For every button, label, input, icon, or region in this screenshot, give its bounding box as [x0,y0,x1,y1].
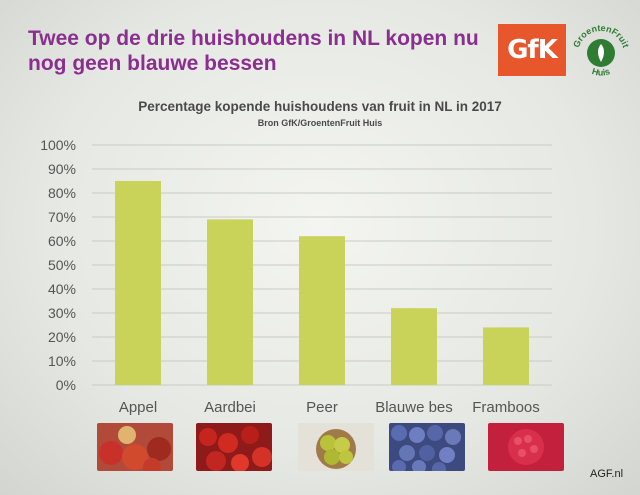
chart-subtitle: Bron GfK/GroentenFruit Huis [257,118,383,128]
pear-photo [298,423,374,471]
slide-title: Twee op de drie huishoudens in NL kopen … [28,27,479,75]
y-tick-label: 70% [48,209,76,225]
y-tick-label: 40% [48,281,76,297]
y-tick-label: 50% [48,257,76,273]
x-category-label: Peer [306,399,338,416]
strawberry-photo [196,423,272,471]
bar [391,308,437,385]
gfk-logo-text: GfK [507,35,558,65]
y-tick-label: 10% [48,353,76,369]
apple-photo [97,423,173,471]
y-tick-label: 60% [48,233,76,249]
y-tick-label: 90% [48,161,76,177]
svg-text:Huis: Huis [591,66,611,78]
bar [115,181,161,385]
source-credit: AGF.nl [590,468,624,480]
bar [299,236,345,385]
bar [207,219,253,385]
chart-title: Percentage kopende huishoudens van fruit… [138,99,502,114]
y-tick-label: 100% [40,137,76,153]
bar [483,327,529,385]
y-tick-label: 0% [56,377,76,393]
x-category-label: Framboos [472,399,540,416]
gfk-logo: GfK [498,24,566,76]
x-category-label: Blauwe bes [375,399,453,416]
blueberry-photo [389,423,465,471]
x-category-label: Appel [118,399,158,416]
y-tick-label: 30% [48,305,76,321]
y-tick-label: 80% [48,185,76,201]
groentenfruit-logo: GroentenFruit Huis [571,23,631,78]
raspberry-photo [488,423,564,471]
x-category-label: Aardbei [204,399,256,416]
y-tick-label: 20% [48,329,76,345]
